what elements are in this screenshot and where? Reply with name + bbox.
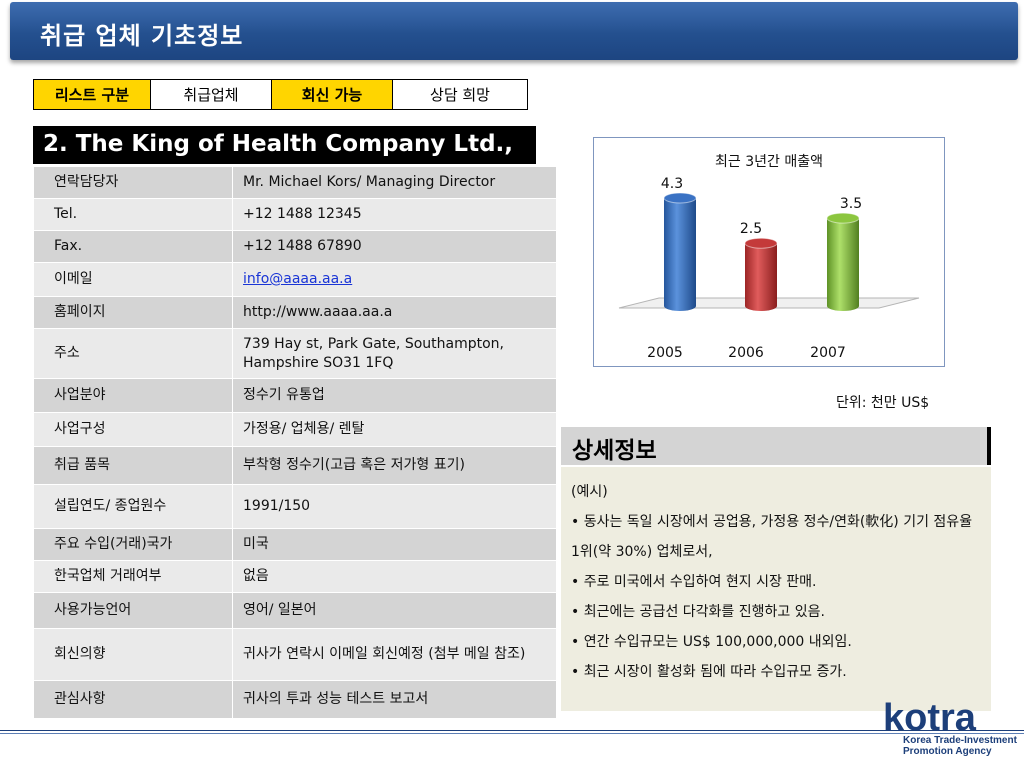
table-row: 사업구성 가정용/ 업체용/ 렌탈 <box>33 412 557 447</box>
detail-line: • 최근에는 공급선 다각화를 진행하고 있음. <box>571 604 825 620</box>
kotra-logo: kotra <box>883 694 993 730</box>
table-row: 한국업체 거래여부 없음 <box>33 560 557 593</box>
sales-chart: 최근 3년간 매출액 4.3 2005 2.5 2006 3.5 2007 <box>593 137 945 367</box>
table-row: 설립연도/ 종업원수 1991/150 <box>33 484 557 529</box>
org-name: Korea Trade-Investment Promotion Agency <box>903 735 1017 757</box>
info-label: 회신의향 <box>33 628 233 681</box>
info-value: 정수기 유통업 <box>232 378 557 413</box>
info-label: 주요 수입(거래)국가 <box>33 528 233 561</box>
table-row: Fax. +12 1488 67890 <box>33 230 557 263</box>
info-label: 관심사항 <box>33 680 233 719</box>
table-row: 이메일 info@aaaa.aa.a <box>33 262 557 297</box>
list-category-legend: 리스트 구분 취급업체 회신 가능 상담 희망 <box>33 79 528 110</box>
company-info-table: 연락담당자 Mr. Michael Kors/ Managing Directo… <box>33 166 557 719</box>
info-label: Tel. <box>33 198 233 231</box>
info-label: 연락담당자 <box>33 166 233 199</box>
info-value: info@aaaa.aa.a <box>232 262 557 297</box>
table-row: 홈페이지 http://www.aaaa.aa.a <box>33 296 557 329</box>
info-value: 없음 <box>232 560 557 593</box>
info-label: 이메일 <box>33 262 233 297</box>
detail-heading: 상세정보 <box>561 427 991 465</box>
title-bar: 취급 업체 기초정보 <box>10 2 1018 60</box>
detail-body: (예시) • 동사는 독일 시장에서 공업용, 가정용 정수/연화(軟化) 기기… <box>561 467 991 711</box>
company-title: 2. The King of Health Company Ltd., <box>33 126 536 164</box>
bar-chart-svg: 최근 3년간 매출액 4.3 2005 2.5 2006 3.5 2007 <box>618 154 920 361</box>
unit-label: 단위: 천만 US$ <box>836 395 930 411</box>
info-label: 사업구성 <box>33 412 233 447</box>
bars-group: 4.3 2005 2.5 2006 3.5 2007 <box>647 176 862 361</box>
info-label: 주소 <box>33 328 233 379</box>
data-label-2005: 4.3 <box>661 176 683 192</box>
x-tick-2005: 2005 <box>647 345 683 361</box>
info-label: 취급 품목 <box>33 446 233 485</box>
legend-reply-available: 회신 가능 <box>271 79 393 110</box>
x-tick-2007: 2007 <box>810 345 846 361</box>
detail-line: • 동사는 독일 시장에서 공업용, 가정용 정수/연화(軟化) 기기 점유율 … <box>571 514 973 560</box>
bar-cap-2006 <box>744 237 778 249</box>
info-value: 가정용/ 업체용/ 렌탈 <box>232 412 557 447</box>
footer-divider-secondary <box>0 733 1024 734</box>
table-row: 사업분야 정수기 유통업 <box>33 378 557 413</box>
info-value: 1991/150 <box>232 484 557 529</box>
data-label-2007: 3.5 <box>840 196 862 212</box>
legend-handling-company: 취급업체 <box>150 79 272 110</box>
table-row: 회신의향 귀사가 연락시 이메일 회신예정 (첨부 메일 참조) <box>33 628 557 681</box>
footer-divider <box>0 730 1024 731</box>
info-label: Fax. <box>33 230 233 263</box>
kotra-logo-text: kotra <box>883 697 977 730</box>
table-row: 사용가능언어 영어/ 일본어 <box>33 592 557 629</box>
table-row: 취급 품목 부착형 정수기(고급 혹은 저가형 표기) <box>33 446 557 485</box>
x-tick-2006: 2006 <box>728 345 764 361</box>
table-row: 연락담당자 Mr. Michael Kors/ Managing Directo… <box>33 166 557 199</box>
info-label: 한국업체 거래여부 <box>33 560 233 593</box>
info-value: +12 1488 12345 <box>232 198 557 231</box>
detail-line: (예시) <box>571 484 608 500</box>
bar-2007 <box>827 218 859 311</box>
header: 취급 업체 기초정보 <box>0 0 1024 66</box>
info-value: 739 Hay st, Park Gate, Southampton, Hamp… <box>232 328 557 379</box>
info-value: 귀사의 투과 성능 테스트 보고서 <box>232 680 557 719</box>
info-value: 부착형 정수기(고급 혹은 저가형 표기) <box>232 446 557 485</box>
info-value: 영어/ 일본어 <box>232 592 557 629</box>
info-value: Mr. Michael Kors/ Managing Director <box>232 166 557 199</box>
info-label: 설립연도/ 종업원수 <box>33 484 233 529</box>
org-name-line1: Korea Trade-Investment <box>903 735 1017 746</box>
page-title: 취급 업체 기초정보 <box>40 22 244 50</box>
table-row: 관심사항 귀사의 투과 성능 테스트 보고서 <box>33 680 557 719</box>
info-label: 홈페이지 <box>33 296 233 329</box>
table-row: 주소 739 Hay st, Park Gate, Southampton, H… <box>33 328 557 379</box>
org-name-line2: Promotion Agency <box>903 746 992 757</box>
info-label: 사용가능언어 <box>33 592 233 629</box>
bar-2005 <box>664 198 696 311</box>
info-value: +12 1488 67890 <box>232 230 557 263</box>
bar-2006 <box>745 243 777 311</box>
bar-cap-2007 <box>826 212 860 224</box>
detail-line: • 최근 시장이 활성화 됨에 따라 수입규모 증가. <box>571 664 847 680</box>
kotra-logo-icon: kotra <box>883 697 977 730</box>
detail-line: • 주로 미국에서 수입하여 현지 시장 판매. <box>571 574 817 590</box>
info-value: 귀사가 연락시 이메일 회신예정 (첨부 메일 참조) <box>232 628 557 681</box>
info-value: http://www.aaaa.aa.a <box>232 296 557 329</box>
table-row: 주요 수입(거래)국가 미국 <box>33 528 557 561</box>
bar-cap-2005 <box>663 192 697 204</box>
email-link[interactable]: info@aaaa.aa.a <box>243 271 353 287</box>
info-label: 사업분야 <box>33 378 233 413</box>
legend-consultation-wanted: 상담 희망 <box>392 79 528 110</box>
data-label-2006: 2.5 <box>740 221 762 237</box>
detail-line: • 연간 수입규모는 US$ 100,000,000 내외임. <box>571 634 852 650</box>
info-value: 미국 <box>232 528 557 561</box>
table-row: Tel. +12 1488 12345 <box>33 198 557 231</box>
chart-title: 최근 3년간 매출액 <box>715 154 823 170</box>
legend-list-category: 리스트 구분 <box>33 79 151 110</box>
